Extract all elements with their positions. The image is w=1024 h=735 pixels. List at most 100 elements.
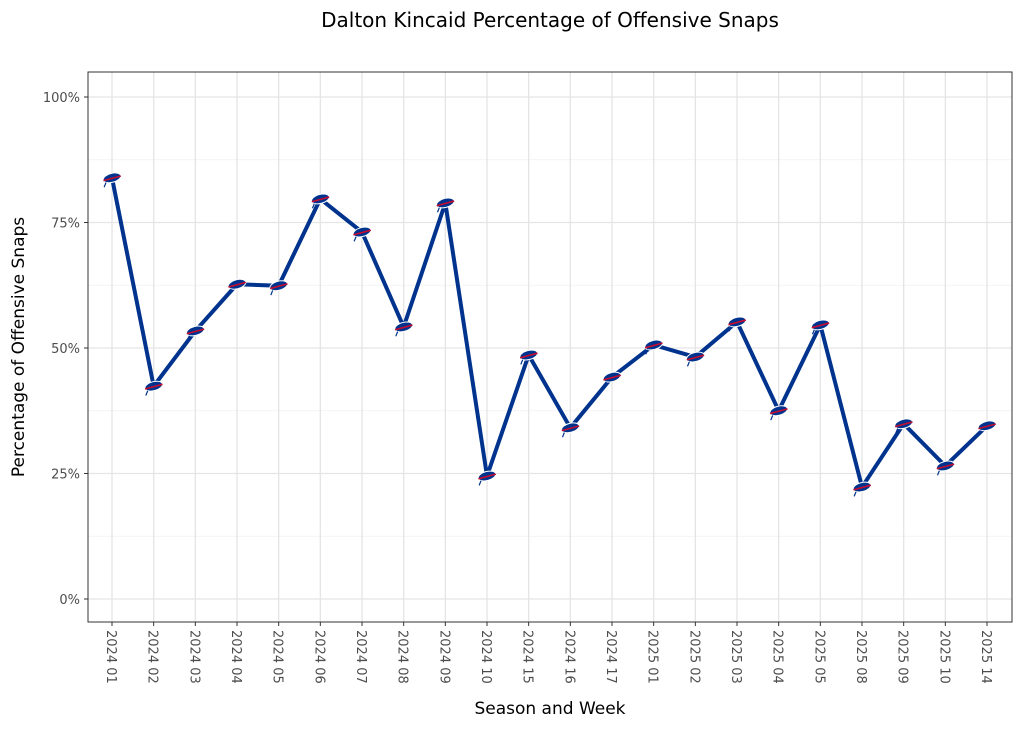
marker-leg [811,329,815,335]
x-tick-label: 2025 02 [686,630,701,684]
bills-logo-marker [602,371,622,387]
x-tick-label: 2024 01 [103,630,118,684]
marker-leg [103,182,107,188]
marker-leg [603,381,607,387]
bills-logo-marker [144,380,163,396]
marker-stripe [936,463,955,470]
marker-leg [728,326,732,332]
marker-stripe [728,319,747,326]
marker-stripe [228,281,247,288]
marker-leg [145,390,149,396]
y-axis: 0% 25% 50% 75% 100% [43,91,88,608]
marker-leg [270,290,274,296]
x-tick-label: 2024 17 [603,630,618,684]
bills-logo-marker [769,405,788,421]
chart-title: Dalton Kincaid Percentage of Offensive S… [321,8,779,32]
bills-logo-marker [269,280,288,296]
marker-stripe [478,473,497,480]
y-tick-label: 0% [59,593,80,608]
marker-stripe [769,408,788,415]
x-tick-label: 2025 03 [728,630,743,684]
x-tick-label: 2025 08 [853,630,868,684]
bills-logo-marker [894,418,913,434]
bills-logo-marker [644,339,663,355]
x-tick-label: 2024 08 [395,630,410,684]
marker-leg [645,349,649,355]
marker-stripe [186,328,205,335]
marker-leg [353,236,357,242]
marker-stripe [519,352,538,359]
marker-leg [561,432,565,438]
marker-leg [395,331,399,337]
x-tick-label: 2024 07 [353,630,368,684]
x-tick-label: 2025 14 [978,630,993,684]
bills-logo-marker [186,325,205,341]
x-tick-label: 2025 09 [895,630,910,684]
marker-leg [478,480,482,486]
bills-logo-marker [102,172,122,188]
bills-logo-marker [436,197,455,213]
x-tick-label: 2024 05 [270,630,285,684]
bills-logo-marker [852,481,872,497]
marker-stripe [811,322,830,329]
x-tick-label: 2024 15 [520,630,535,684]
x-tick-label: 2025 01 [645,630,660,684]
x-tick-label: 2024 04 [228,630,243,684]
marker-stripe [353,229,372,236]
bills-logo-marker [311,193,330,209]
marker-leg [311,203,315,209]
marker-stripe [853,484,872,491]
marker-leg [978,430,982,436]
x-axis: 2024 01 2024 02 2024 03 2024 04 2024 05 2024 … [103,622,993,684]
x-tick-label: 2024 03 [186,630,201,684]
bills-logo-marker [352,226,372,242]
gridlines [88,72,1012,622]
marker-leg [228,288,232,294]
marker-stripe [603,374,622,381]
marker-leg [686,361,690,367]
x-tick-label: 2025 10 [936,630,951,684]
x-tick-label: 2025 04 [770,630,785,684]
marker-leg [186,335,190,341]
bills-logo-marker [936,460,955,476]
marker-leg [936,470,940,476]
y-axis-label: Percentage of Offensive Snaps [9,217,29,477]
marker-stripe [394,324,413,331]
bills-logo-marker [394,321,413,337]
y-tick-label: 100% [43,91,80,106]
y-tick-label: 75% [51,217,80,232]
marker-stripe [436,200,455,207]
bills-logo-marker [519,349,538,365]
data-line [110,177,989,490]
marker-leg [520,359,524,365]
marker-stripe [644,342,663,349]
x-tick-label: 2025 05 [811,630,826,684]
series-line [102,172,997,497]
bills-logo-marker [977,420,997,436]
marker-leg [436,207,440,213]
marker-stripe [561,425,580,432]
x-tick-label: 2024 16 [561,630,576,684]
y-tick-label: 50% [51,342,80,357]
marker-stripe [978,423,997,430]
marker-stripe [103,175,122,182]
marker-stripe [144,383,163,390]
marker-leg [895,428,899,434]
marker-stripe [269,283,288,290]
marker-stripe [686,354,705,361]
bills-logo-marker [686,351,705,367]
bills-logo-marker [727,316,747,332]
marker-stripe [311,196,330,203]
bills-logo-marker [561,422,580,438]
bills-logo-marker [227,278,247,294]
plot-panel-border [87,71,1013,623]
marker-leg [770,415,774,421]
x-tick-label: 2024 06 [311,630,326,684]
x-axis-label: Season and Week [474,699,625,719]
marker-stripe [894,421,913,428]
bills-logo-marker [811,319,830,335]
x-tick-label: 2024 02 [145,630,160,684]
bills-logo-marker [477,470,497,486]
y-tick-label: 25% [51,468,80,483]
